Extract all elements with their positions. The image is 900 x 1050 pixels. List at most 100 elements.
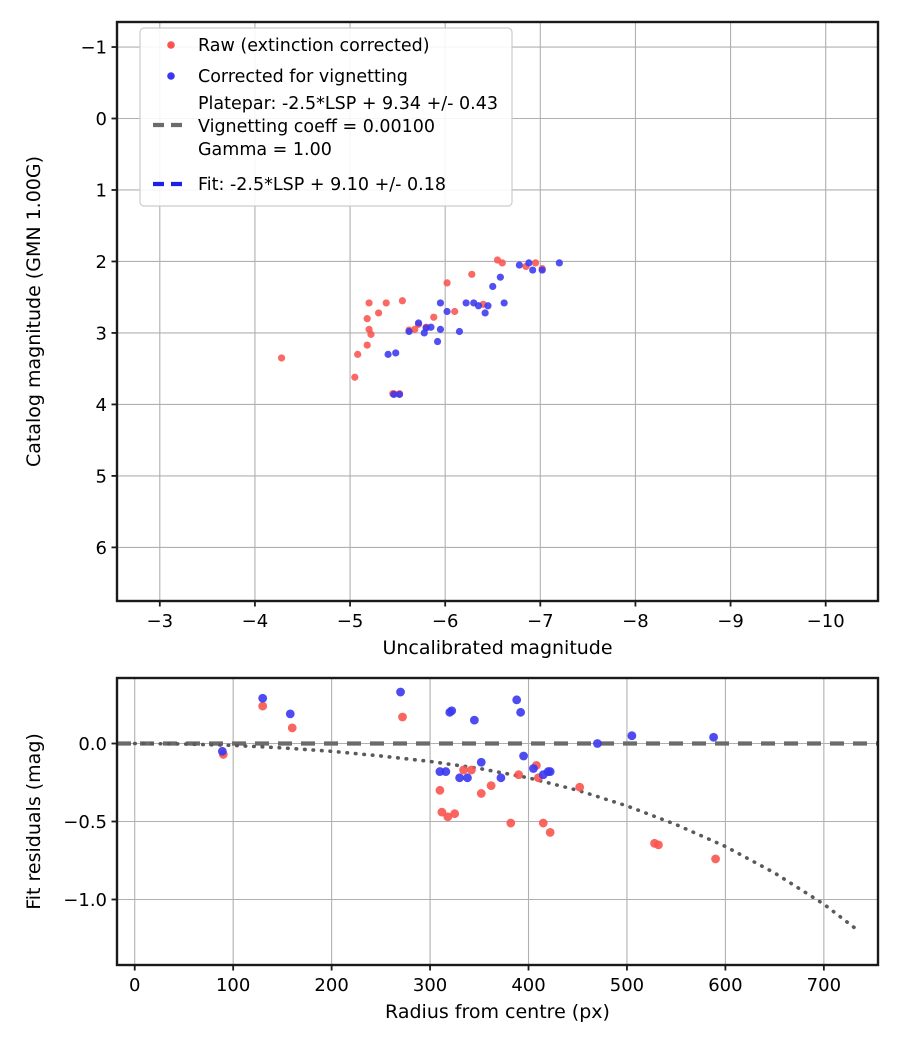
bottom-datapoint: [627, 731, 637, 741]
bottom-datapoint: [217, 746, 227, 756]
top-ytick-label-5: 4: [96, 395, 107, 416]
top-datapoint: [468, 270, 476, 278]
top-datapoint: [433, 337, 442, 346]
bottom-datapoint: [441, 767, 451, 776]
top-datapoint: [489, 282, 497, 291]
bottom-ytick-label-0: 0.0: [78, 734, 107, 755]
top-datapoint: [414, 319, 423, 327]
bottom-datapoint: [443, 812, 453, 822]
bottom-xtick-label-6: 600: [708, 975, 742, 996]
bottom-datapoint: [476, 789, 486, 798]
top-datapoint: [531, 259, 540, 267]
top-yaxis-label: Catalog magnitude (GMN 1.00G): [23, 156, 45, 467]
top-series-corrected: [384, 259, 563, 399]
bottom-datapoint: [711, 854, 720, 864]
bottom-xtick-label-3: 300: [413, 975, 447, 996]
top-datapoint: [484, 302, 492, 310]
top-xtick-label-5: −8: [622, 611, 649, 632]
top-ytick-label-2: 1: [96, 180, 107, 201]
bottom-xtick-label-7: 700: [807, 975, 841, 996]
bottom-xaxis-label: Radius from centre (px): [385, 1001, 610, 1023]
top-datapoint: [451, 307, 459, 316]
top-xtick-label-4: −7: [527, 611, 554, 632]
top-axes-frame: [115, 20, 880, 603]
top-datapoint: [390, 390, 398, 399]
bottom-datapoint: [396, 687, 405, 697]
top-datapoint: [443, 279, 451, 287]
top-datapoint: [498, 259, 506, 267]
top-datapoint: [525, 259, 533, 267]
bottom-datapoint: [506, 818, 516, 828]
bottom-datapoint: [575, 782, 585, 792]
top-xaxis-label: Uncalibrated magnitude: [382, 637, 612, 659]
bottom-xtick-label-1: 100: [216, 975, 250, 996]
bottom-datapoint: [519, 751, 528, 761]
top-datapoint: [474, 302, 483, 310]
top-datapoint: [363, 315, 371, 323]
top-datapoint: [555, 259, 563, 267]
top-datapoint: [374, 309, 383, 317]
legend-label-corrected: Corrected for vignetting: [198, 67, 408, 87]
bottom-datapoint: [654, 840, 663, 850]
top-datapoint: [363, 341, 371, 349]
top-xtick-label-1: −4: [242, 611, 269, 632]
top-datapoint: [538, 266, 546, 274]
bottom-datapoint: [258, 693, 268, 703]
top-xtick-label-6: −9: [717, 611, 744, 632]
top-datapoint: [500, 299, 508, 307]
top-ytick-label-4: 3: [96, 323, 107, 344]
legend-label-raw: Raw (extinction corrected): [198, 36, 430, 56]
bottom-datapoint: [593, 739, 602, 748]
top-datapoint: [398, 297, 406, 305]
bottom-datapoint: [709, 732, 718, 742]
bottom-xtick-label-5: 500: [610, 975, 644, 996]
bottom-ytick-label-1: −0.5: [63, 812, 107, 833]
bottom-datapoint: [545, 767, 555, 776]
legend-label-platepar-1: Platepar: -2.5*LSP + 9.34 +/- 0.43: [198, 94, 498, 114]
top-datapoint: [443, 307, 451, 316]
bottom-datapoint: [469, 715, 479, 725]
top-datapoint: [384, 350, 392, 358]
bottom-datapoint: [258, 701, 268, 711]
top-datapoint: [354, 350, 362, 358]
top-datapoint: [382, 299, 390, 307]
bottom-datapoint: [447, 706, 457, 716]
top-datapoint: [430, 313, 438, 321]
bottom-datapoint: [463, 773, 472, 783]
bottom-chart-residuals: 0 100 200 300 400 500 600 700 0.0 −0.5 −1.0 Radius …: [23, 676, 880, 1023]
bottom-datapoint: [459, 765, 468, 775]
legend-marker-raw-icon: [167, 41, 175, 49]
bottom-datapoint: [516, 707, 526, 717]
top-datapoint: [411, 325, 419, 333]
top-datapoint: [455, 327, 464, 336]
top-datapoint: [392, 349, 400, 357]
top-datapoint: [427, 323, 435, 331]
bottom-datapoint: [437, 807, 447, 817]
top-ytick-label-7: 6: [96, 538, 107, 559]
top-datapoint: [481, 309, 489, 317]
top-ytick-label-6: 5: [96, 466, 107, 487]
top-datapoint: [395, 390, 404, 399]
bottom-datapoint: [450, 809, 460, 819]
top-datapoint: [436, 299, 445, 307]
top-ytick-label-0: −1: [80, 38, 107, 59]
bottom-datapoint: [287, 723, 297, 733]
top-datapoint: [405, 327, 413, 336]
top-ytick-label-3: 2: [96, 252, 107, 273]
bottom-datapoint: [435, 785, 445, 795]
legend-label-platepar-3: Gamma = 1.00: [198, 140, 332, 160]
legend: Raw (extinction corrected) Corrected for …: [139, 27, 513, 207]
top-datapoint: [529, 266, 537, 274]
legend-box: [139, 27, 513, 207]
top-xtick-label-2: −5: [337, 611, 364, 632]
top-datapoint: [277, 354, 286, 362]
top-datapoint: [365, 299, 373, 307]
bottom-datapoint: [455, 773, 464, 783]
top-xtick-label-0: −3: [147, 611, 174, 632]
top-xtick-label-3: −6: [432, 611, 459, 632]
bottom-datapoint: [486, 781, 496, 791]
bottom-datapoint: [514, 770, 524, 780]
top-datapoint: [496, 273, 504, 281]
